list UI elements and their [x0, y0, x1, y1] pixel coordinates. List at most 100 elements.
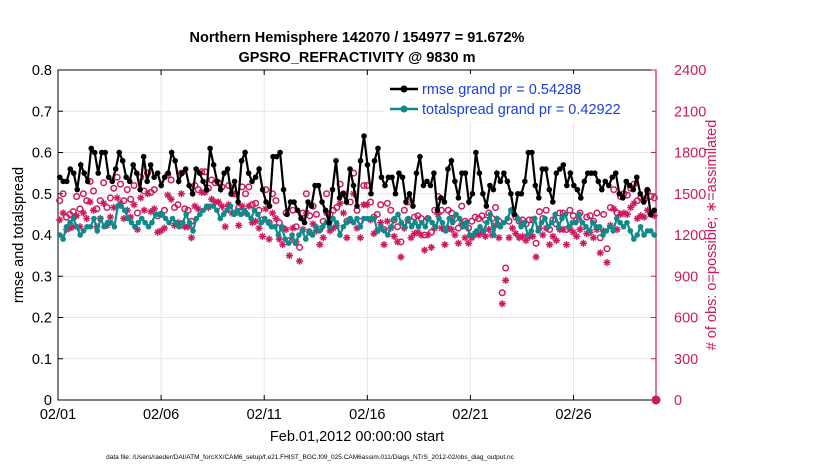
possible-obs-point	[583, 213, 591, 221]
rmse-point	[130, 162, 136, 168]
possible-obs-point	[89, 187, 98, 195]
assimilated-obs-point	[481, 232, 489, 240]
y-left-tick-label: 0.8	[32, 63, 52, 79]
totalspread-point	[579, 219, 586, 226]
possible-obs-point	[113, 173, 121, 181]
totalspread-point	[617, 219, 623, 226]
rmse-point	[291, 199, 297, 205]
totalspread-point	[279, 223, 285, 230]
possible-obs-point	[110, 184, 118, 192]
totalspread-point	[494, 215, 500, 222]
assimilated-obs-point	[552, 236, 560, 245]
possible-obs-point	[272, 197, 280, 205]
possible-obs-point	[333, 203, 341, 212]
totalspread-point	[439, 219, 446, 226]
assimilated-obs-point	[461, 234, 469, 242]
totalspread-point	[422, 223, 429, 230]
assimilated-obs-point	[252, 217, 260, 225]
rmse-point	[571, 182, 577, 189]
totalspread-point	[487, 211, 494, 218]
totalspread-point	[330, 215, 336, 222]
rmse-point	[280, 186, 287, 193]
totalspread-point	[111, 223, 118, 230]
rmse-point	[172, 157, 178, 164]
rmse-point	[368, 190, 374, 197]
assimilated-obs-point	[339, 209, 348, 217]
x-tick-label: 02/01	[40, 407, 76, 423]
totalspread-point	[576, 211, 582, 218]
rmse-point	[273, 153, 280, 160]
totalspread-point	[248, 215, 254, 222]
assimilated-obs-point	[383, 217, 392, 225]
totalspread-point	[586, 228, 593, 234]
rmse-point	[126, 178, 133, 185]
totalspread-point	[443, 228, 449, 234]
totalspread-point	[87, 223, 94, 230]
totalspread-point	[132, 223, 138, 230]
x-tick-label: 02/06	[143, 407, 179, 423]
possible-obs-point	[69, 208, 77, 216]
rmse-point	[301, 219, 308, 226]
totalspread-point	[142, 219, 148, 226]
possible-obs-point	[586, 212, 594, 220]
totalspread-point	[166, 219, 172, 226]
totalspread-point	[354, 215, 360, 222]
assimilated-obs-point	[130, 201, 138, 209]
totalspread-point	[449, 219, 456, 226]
totalspread-point	[217, 215, 224, 222]
assimilated-obs-point	[106, 213, 114, 221]
y-left-tick-label: 0.5	[32, 187, 52, 203]
totalspread-point	[624, 219, 630, 226]
assimilated-obs-point	[218, 202, 226, 210]
assimilated-obs-point	[285, 252, 294, 260]
rmse-point	[452, 178, 458, 185]
assimilated-obs-point	[59, 209, 67, 217]
totalspread-point	[320, 223, 326, 230]
rmse-point	[438, 195, 444, 201]
rmse-point	[529, 149, 535, 156]
totalspread-point	[80, 228, 87, 234]
assimilated-obs-point	[160, 224, 169, 232]
totalspread-point	[63, 223, 70, 230]
legend-rmse-marker	[400, 85, 408, 93]
possible-obs-point	[525, 216, 533, 224]
totalspread-point	[521, 219, 528, 226]
assimilated-obs-point	[356, 234, 364, 242]
totalspread-point	[528, 228, 535, 234]
possible-obs-point	[610, 186, 618, 194]
assimilated-obs-point	[427, 243, 435, 251]
assimilated-obs-point	[451, 231, 459, 239]
possible-obs-point	[491, 203, 500, 212]
rmse-point	[217, 186, 224, 193]
rmse-point	[518, 190, 525, 197]
rmse-point	[252, 174, 259, 181]
possible-obs-point	[535, 208, 543, 216]
y-right-tick-label: 600	[674, 311, 698, 327]
possible-obs-point	[245, 183, 253, 191]
possible-obs-point	[323, 190, 331, 198]
totalspread-point	[244, 211, 251, 218]
rmse-point	[354, 203, 360, 209]
rmse-point	[532, 182, 539, 189]
totalspread-point	[473, 228, 480, 234]
totalspread-point	[108, 219, 114, 226]
totalspread-point	[559, 215, 565, 222]
rmse-point	[249, 178, 255, 185]
possible-obs-point	[566, 206, 574, 214]
totalspread-point	[429, 219, 435, 226]
rmse-point	[105, 174, 112, 181]
possible-obs-point	[252, 199, 260, 207]
rmse-point	[336, 195, 343, 201]
rmse-point	[466, 199, 472, 205]
rmse-point	[392, 190, 399, 197]
assimilated-obs-point	[268, 209, 277, 217]
y-right-tick-label: 900	[674, 269, 698, 285]
y-right-tick-label: 2400	[674, 63, 706, 79]
y-right-tick-label: 1500	[674, 187, 706, 203]
rmse-point	[151, 174, 157, 181]
rmse-point	[651, 207, 658, 214]
rmse-point	[382, 182, 388, 189]
rmse-point	[399, 174, 406, 181]
assimilated-obs-point	[194, 205, 202, 213]
